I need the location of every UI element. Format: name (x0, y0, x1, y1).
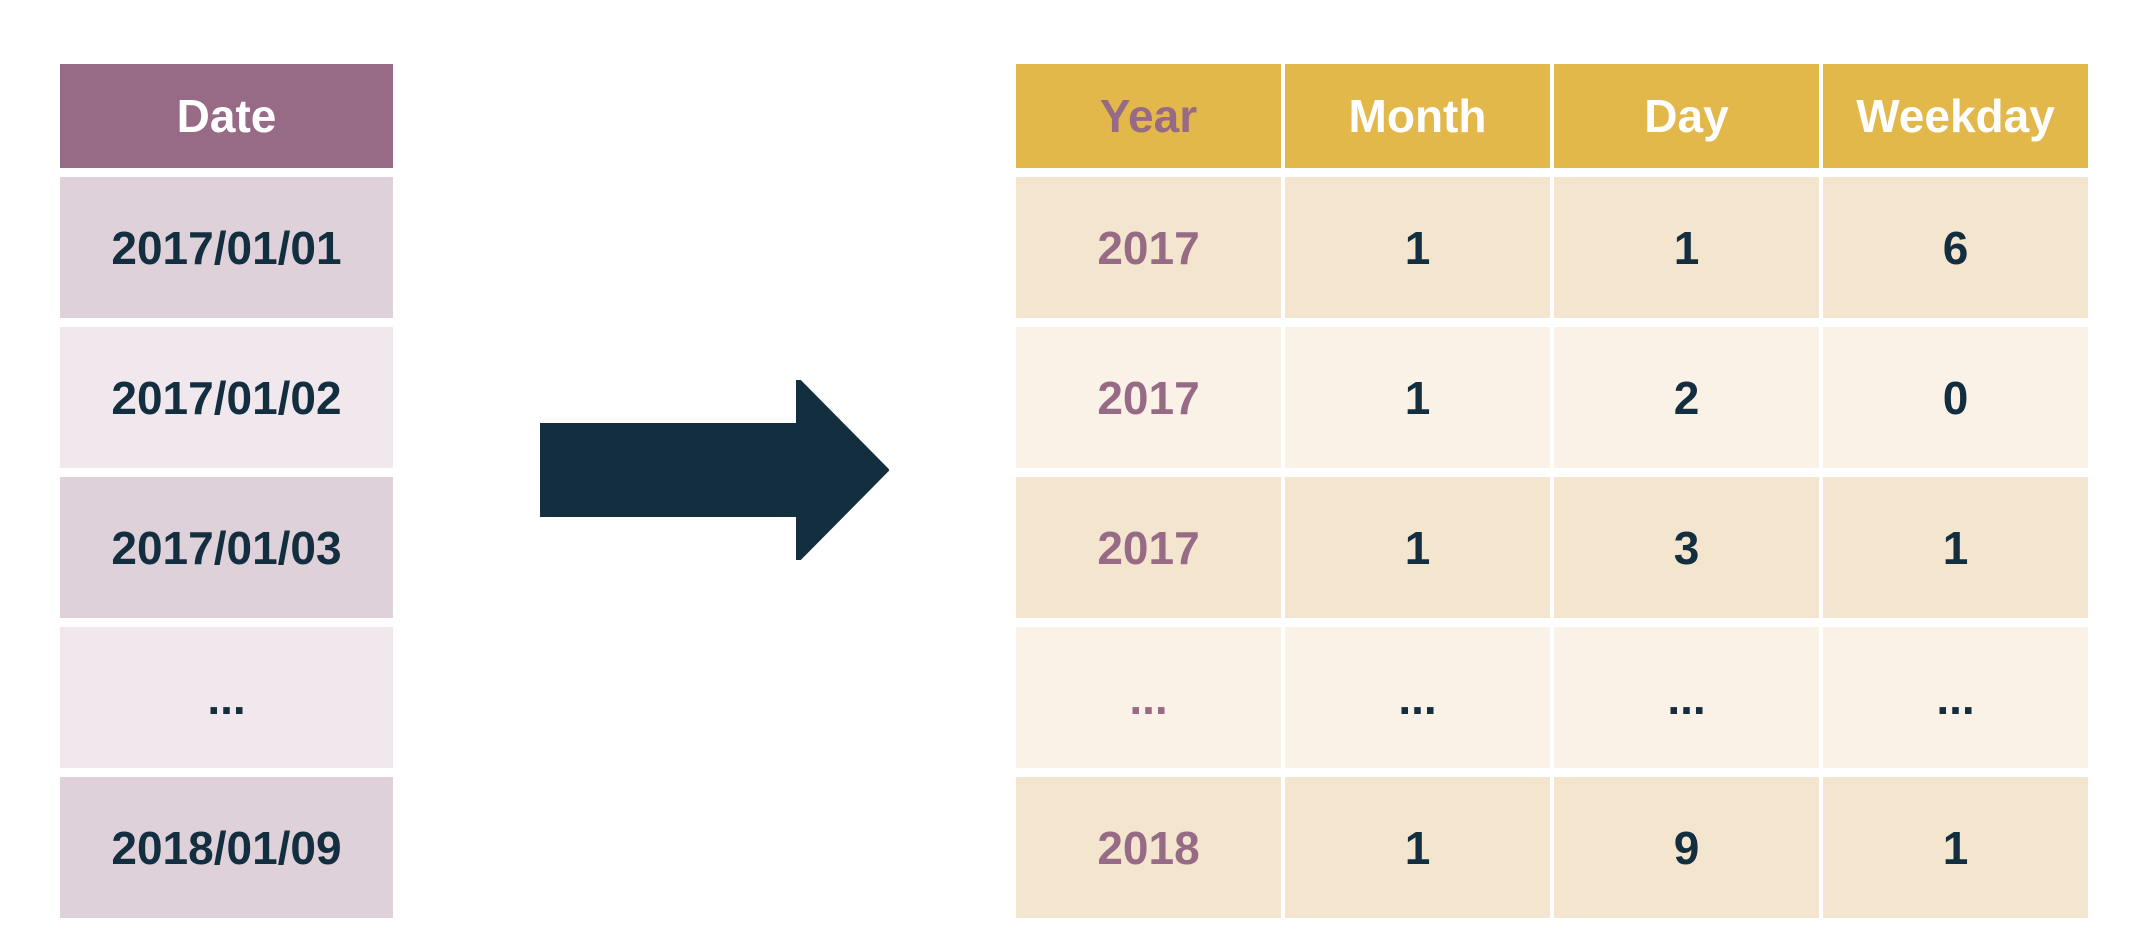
year-cell: 2017 (1016, 477, 1281, 618)
weekday-cell: 0 (1823, 327, 2088, 468)
month-cell: 1 (1285, 177, 1550, 318)
weekday-cell: 1 (1823, 777, 2088, 918)
date-cell: 2017/01/01 (60, 177, 393, 318)
year-cell: ... (1016, 627, 1281, 768)
date-cell: 2018/01/09 (60, 777, 393, 918)
date-parts-table: Year Month Day Weekday 2017 1 1 6 2017 1… (1016, 64, 2088, 918)
weekday-cell: 6 (1823, 177, 2088, 318)
year-cell: 2018 (1016, 777, 1281, 918)
day-header: Day (1554, 64, 1819, 168)
month-header: Month (1285, 64, 1550, 168)
date-cell: ... (60, 627, 393, 768)
day-cell: ... (1554, 627, 1819, 768)
day-cell: 2 (1554, 327, 1819, 468)
date-cell: 2017/01/02 (60, 327, 393, 468)
year-header: Year (1016, 64, 1281, 168)
weekday-header: Weekday (1823, 64, 2088, 168)
month-cell: 1 (1285, 477, 1550, 618)
day-cell: 9 (1554, 777, 1819, 918)
date-table: Date 2017/01/01 2017/01/02 2017/01/03 ..… (60, 64, 393, 918)
date-header: Date (60, 64, 393, 168)
weekday-cell: ... (1823, 627, 2088, 768)
month-cell: ... (1285, 627, 1550, 768)
year-cell: 2017 (1016, 327, 1281, 468)
right-arrow-icon (540, 380, 889, 560)
month-cell: 1 (1285, 777, 1550, 918)
weekday-cell: 1 (1823, 477, 2088, 618)
day-cell: 3 (1554, 477, 1819, 618)
date-cell: 2017/01/03 (60, 477, 393, 618)
year-cell: 2017 (1016, 177, 1281, 318)
month-cell: 1 (1285, 327, 1550, 468)
day-cell: 1 (1554, 177, 1819, 318)
